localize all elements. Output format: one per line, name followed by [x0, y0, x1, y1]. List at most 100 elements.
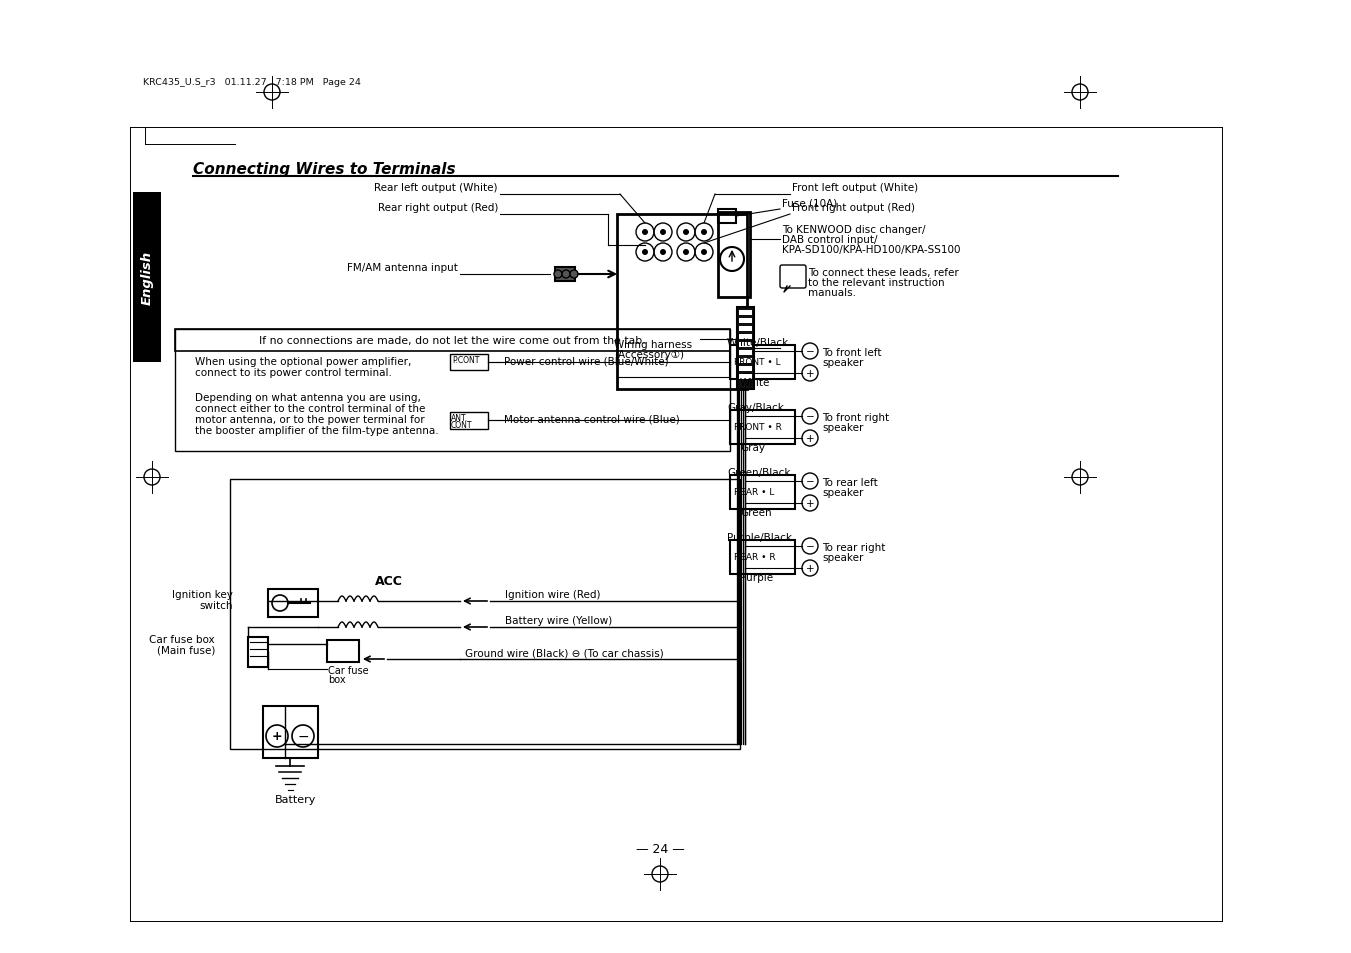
Text: manuals.: manuals.: [808, 288, 857, 297]
Text: ANT.: ANT.: [451, 414, 469, 422]
Text: FRONT • R: FRONT • R: [734, 423, 782, 432]
Text: ACC: ACC: [376, 575, 403, 587]
Text: Rear right output (Red): Rear right output (Red): [378, 203, 499, 213]
Text: speaker: speaker: [821, 357, 863, 368]
Bar: [730, 540, 794, 575]
Text: −: −: [805, 476, 815, 486]
Text: +: +: [805, 563, 815, 574]
Bar: [739, 318, 753, 324]
Text: To rear left: To rear left: [821, 477, 878, 488]
Bar: [230, 479, 740, 749]
Text: −: −: [297, 729, 309, 743]
Bar: [176, 330, 730, 452]
Bar: [267, 589, 317, 618]
Text: −: −: [805, 412, 815, 421]
Bar: [730, 476, 794, 510]
Bar: [739, 358, 753, 364]
Text: Power control wire (Blue/White): Power control wire (Blue/White): [504, 356, 669, 367]
Text: CONT: CONT: [451, 420, 473, 430]
Text: connect to its power control terminal.: connect to its power control terminal.: [195, 368, 392, 377]
Bar: [249, 638, 267, 667]
Text: REAR • L: REAR • L: [734, 488, 774, 497]
Text: (Accessory①): (Accessory①): [613, 350, 684, 359]
Text: — 24 —: — 24 —: [635, 842, 685, 855]
Text: If no connections are made, do not let the wire come out from the tab.: If no connections are made, do not let t…: [259, 335, 646, 346]
Text: +: +: [805, 434, 815, 443]
Text: speaker: speaker: [821, 553, 863, 562]
Circle shape: [661, 230, 666, 235]
Bar: [739, 327, 753, 332]
Text: connect either to the control terminal of the: connect either to the control terminal o…: [195, 403, 426, 414]
Text: Fuse (10A): Fuse (10A): [782, 198, 838, 208]
Text: English: English: [141, 251, 154, 305]
Text: Green: Green: [740, 507, 771, 517]
Circle shape: [570, 271, 578, 278]
Text: Ground wire (Black) ⊖ (To car chassis): Ground wire (Black) ⊖ (To car chassis): [465, 648, 663, 659]
Bar: [176, 330, 730, 352]
Bar: [450, 355, 488, 371]
Text: (Main fuse): (Main fuse): [157, 645, 215, 656]
Text: Motor antenna control wire (Blue): Motor antenna control wire (Blue): [504, 415, 680, 424]
Text: Battery wire (Yellow): Battery wire (Yellow): [505, 616, 612, 625]
Text: +: +: [805, 498, 815, 509]
Text: Car fuse box: Car fuse box: [150, 635, 215, 644]
Text: Ignition key: Ignition key: [172, 589, 232, 599]
Text: the booster amplifier of the film-type antenna.: the booster amplifier of the film-type a…: [195, 426, 439, 436]
Text: Rear left output (White): Rear left output (White): [374, 183, 499, 193]
Text: Car fuse: Car fuse: [328, 665, 369, 676]
Text: White/Black: White/Black: [727, 337, 789, 348]
Bar: [739, 367, 753, 372]
Text: Wiring harness: Wiring harness: [613, 339, 692, 350]
Text: Front right output (Red): Front right output (Red): [792, 203, 915, 213]
Bar: [739, 375, 753, 379]
Text: +: +: [272, 730, 282, 742]
Bar: [738, 308, 754, 390]
Text: To connect these leads, refer: To connect these leads, refer: [808, 268, 959, 277]
Circle shape: [684, 230, 689, 235]
Text: KRC435_U.S_r3   01.11.27   7:18 PM   Page 24: KRC435_U.S_r3 01.11.27 7:18 PM Page 24: [143, 78, 361, 87]
Circle shape: [684, 250, 689, 255]
Bar: [717, 213, 750, 297]
Text: −: −: [805, 347, 815, 356]
Circle shape: [642, 250, 648, 255]
Bar: [263, 706, 317, 759]
Text: motor antenna, or to the power terminal for: motor antenna, or to the power terminal …: [195, 415, 424, 424]
Text: KPA-SD100/KPA-HD100/KPA-SS100: KPA-SD100/KPA-HD100/KPA-SS100: [782, 245, 961, 254]
Bar: [617, 214, 747, 390]
Bar: [730, 346, 794, 379]
Text: switch: switch: [200, 600, 232, 610]
Bar: [717, 210, 736, 224]
Bar: [555, 268, 576, 282]
Text: To front right: To front right: [821, 413, 889, 422]
Text: To KENWOOD disc changer/: To KENWOOD disc changer/: [782, 225, 925, 234]
Text: Purple: Purple: [740, 573, 773, 582]
Bar: [132, 193, 161, 363]
Text: FRONT • L: FRONT • L: [734, 358, 781, 367]
Bar: [739, 343, 753, 348]
Text: Ignition wire (Red): Ignition wire (Red): [505, 589, 600, 599]
Bar: [739, 351, 753, 355]
Text: Green/Black: Green/Black: [727, 468, 790, 477]
Text: Depending on what antenna you are using,: Depending on what antenna you are using,: [195, 393, 422, 402]
Circle shape: [701, 250, 707, 255]
Bar: [327, 640, 359, 662]
Text: speaker: speaker: [821, 422, 863, 433]
Text: box: box: [328, 675, 346, 684]
Text: Gray: Gray: [740, 442, 765, 453]
Circle shape: [642, 230, 648, 235]
Text: When using the optional power amplifier,: When using the optional power amplifier,: [195, 356, 411, 367]
Text: White: White: [740, 377, 770, 388]
Bar: [450, 413, 488, 430]
Text: DAB control input/: DAB control input/: [782, 234, 878, 245]
Text: To rear right: To rear right: [821, 542, 885, 553]
Text: To front left: To front left: [821, 348, 881, 357]
Text: to the relevant instruction: to the relevant instruction: [808, 277, 944, 288]
Text: Gray/Black: Gray/Black: [727, 402, 784, 413]
Circle shape: [661, 250, 666, 255]
Circle shape: [554, 271, 562, 278]
Text: REAR • R: REAR • R: [734, 553, 775, 562]
Bar: [739, 311, 753, 315]
Text: speaker: speaker: [821, 488, 863, 497]
Bar: [739, 335, 753, 339]
Text: FM/AM antenna input: FM/AM antenna input: [347, 263, 458, 273]
